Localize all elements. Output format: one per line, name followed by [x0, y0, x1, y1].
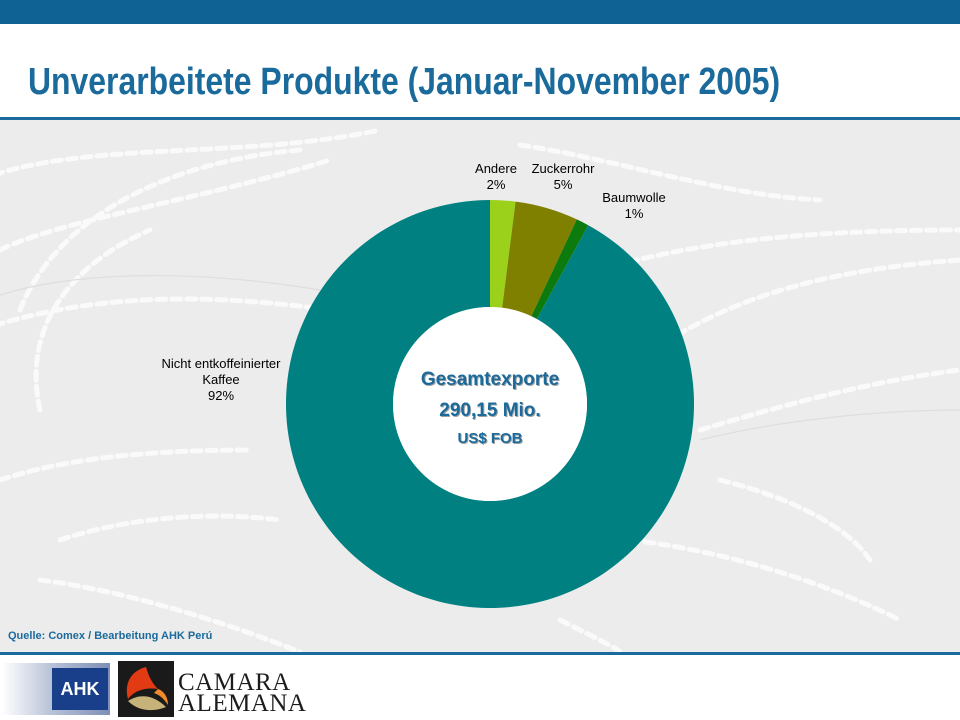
slice-label-0-line-0: Andere	[475, 161, 517, 176]
slice-label-2-line-1: 1%	[625, 206, 644, 221]
background-pattern	[0, 127, 960, 652]
slice-label-3-line-1: Kaffee	[202, 372, 239, 387]
slice-label-3-line-2: 92%	[208, 388, 234, 403]
footer-divider	[0, 652, 960, 655]
donut-slice-2	[531, 219, 589, 319]
slice-label-0-line-1: 2%	[487, 177, 506, 192]
top-accent-bar	[0, 0, 960, 24]
source-note: Quelle: Comex / Bearbeitung AHK Perú	[8, 630, 213, 642]
donut-slice-0	[490, 200, 516, 308]
center-title: Gesamtexporte	[420, 369, 560, 390]
ahk-logo-text: AHK	[60, 679, 100, 699]
slice-label-1-line-1: 5%	[554, 177, 573, 192]
center-unit: US$ FOB	[457, 430, 523, 447]
camara-wordmark-line2: ALEMANA	[178, 690, 307, 717]
camara-alemana-emblem	[118, 661, 174, 717]
donut-slice-1	[502, 201, 577, 317]
slide-title: Unverarbeitete Produkte (Januar-November…	[28, 61, 781, 103]
slice-label-3-line-0: Nicht entkoffeinierter	[162, 356, 282, 371]
center-amount: 290,15 Mio.	[439, 400, 541, 421]
slice-label-1-line-0: Zuckerrohr	[532, 161, 596, 176]
donut-slice-3	[286, 200, 695, 608]
slice-label-2-line-0: Baumwolle	[602, 190, 666, 205]
title-divider	[0, 117, 960, 120]
ahk-logo	[2, 663, 110, 715]
donut-hole	[393, 307, 587, 501]
camara-wordmark-line1: CAMARA	[178, 669, 291, 696]
